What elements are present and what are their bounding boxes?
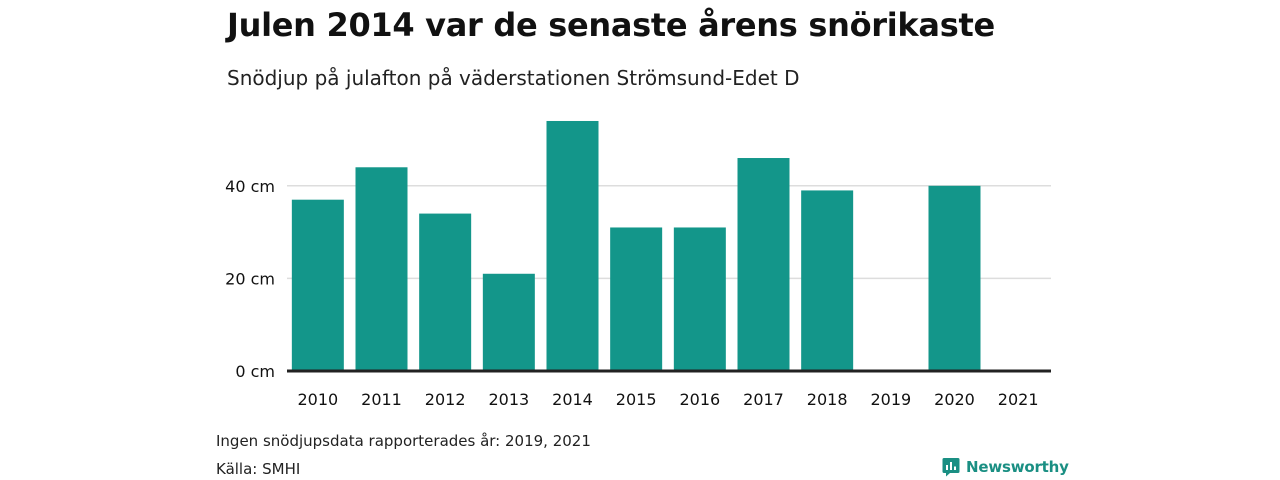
bar — [928, 185, 981, 371]
chart-subtitle: Snödjup på julafton på väderstationen St… — [227, 66, 800, 90]
x-tick-label: 2020 — [934, 390, 975, 409]
x-tick-label: 2019 — [870, 390, 911, 409]
x-tick-label: 2021 — [998, 390, 1039, 409]
x-tick-label: 2017 — [743, 390, 784, 409]
y-tick-label: 40 cm — [225, 177, 275, 196]
bar — [801, 190, 854, 371]
x-tick-label: 2012 — [425, 390, 466, 409]
bar — [419, 213, 472, 371]
bar — [610, 227, 663, 371]
bar — [546, 120, 599, 371]
x-tick-label: 2014 — [552, 390, 593, 409]
bar — [673, 227, 726, 371]
chart-title: Julen 2014 var de senaste årens snörikas… — [227, 6, 995, 44]
missing-data-note: Ingen snödjupsdata rapporterades år: 201… — [216, 432, 591, 450]
brand-name: Newsworthy — [966, 458, 1069, 476]
x-tick-label: 2013 — [488, 390, 529, 409]
newsworthy-logo: Newsworthy — [942, 457, 1069, 477]
y-tick-label: 0 cm — [235, 362, 275, 381]
source-note: Källa: SMHI — [216, 460, 301, 478]
x-tick-label: 2016 — [679, 390, 720, 409]
x-tick-label: 2010 — [297, 390, 338, 409]
bar — [355, 167, 408, 371]
bar — [737, 158, 790, 371]
x-tick-label: 2011 — [361, 390, 402, 409]
bar — [291, 199, 344, 371]
bar — [482, 273, 535, 371]
y-tick-label: 20 cm — [225, 269, 275, 288]
x-tick-label: 2018 — [807, 390, 848, 409]
newsworthy-logo-icon — [942, 458, 960, 477]
x-tick-label: 2015 — [616, 390, 657, 409]
